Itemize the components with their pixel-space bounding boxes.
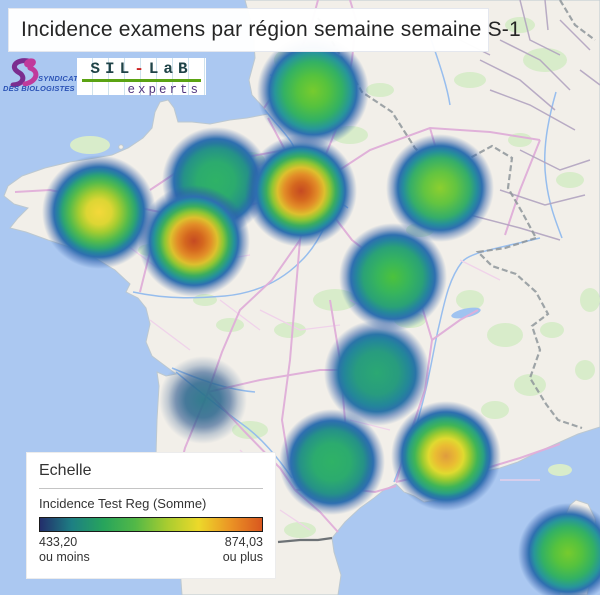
- report-title-box: Incidence examens par région semaine sem…: [8, 8, 521, 52]
- heat-blob[interactable]: [518, 503, 600, 595]
- sillab-experts-logo: SIL - LaB experts: [77, 58, 206, 97]
- heat-blob[interactable]: [279, 409, 385, 515]
- heat-blob[interactable]: [324, 320, 430, 426]
- heat-blob[interactable]: [339, 223, 447, 331]
- syndicat-biologistes-logo: SYNDICAT DES BIOLOGISTES: [2, 56, 79, 93]
- sillab-sil-text: SIL: [90, 60, 135, 78]
- heat-blob[interactable]: [159, 356, 247, 444]
- heat-blob[interactable]: [245, 135, 357, 247]
- legend-divider: [39, 488, 263, 489]
- legend-measure-label: Incidence Test Reg (Somme): [39, 496, 207, 511]
- syndicat-ribbon-icon: [10, 58, 39, 88]
- legend-heading: Echelle: [39, 462, 92, 479]
- heat-blob[interactable]: [257, 35, 369, 147]
- lake-geneva: [451, 307, 481, 319]
- legend-min-value: 433,20: [39, 535, 78, 549]
- channel-island: [118, 144, 124, 150]
- sillab-lab-text: LaB: [148, 60, 193, 78]
- pyrenees-border: [277, 536, 333, 544]
- sillab-wordmark: SIL - LaB: [82, 60, 201, 82]
- heat-blob[interactable]: [42, 155, 156, 269]
- heat-blob[interactable]: [391, 401, 501, 511]
- syndicat-text-line2: DES BIOLOGISTES: [3, 84, 75, 93]
- syndicat-text-line1: SYNDICAT: [38, 74, 79, 83]
- sillab-dash: -: [134, 60, 149, 78]
- legend-gradient-bar: [39, 517, 263, 532]
- legend-min-label: ou moins: [39, 550, 90, 564]
- report-title: Incidence examens par région semaine sem…: [21, 18, 521, 41]
- secondary-roads: [459, 0, 600, 241]
- legend-max-label: ou plus: [222, 550, 263, 564]
- sillab-experts-text: experts: [127, 83, 201, 97]
- legend-card: Echelle Incidence Test Reg (Somme) 433,2…: [26, 452, 276, 579]
- heat-blob[interactable]: [138, 185, 250, 297]
- legend-max-value: 874,03: [224, 535, 263, 549]
